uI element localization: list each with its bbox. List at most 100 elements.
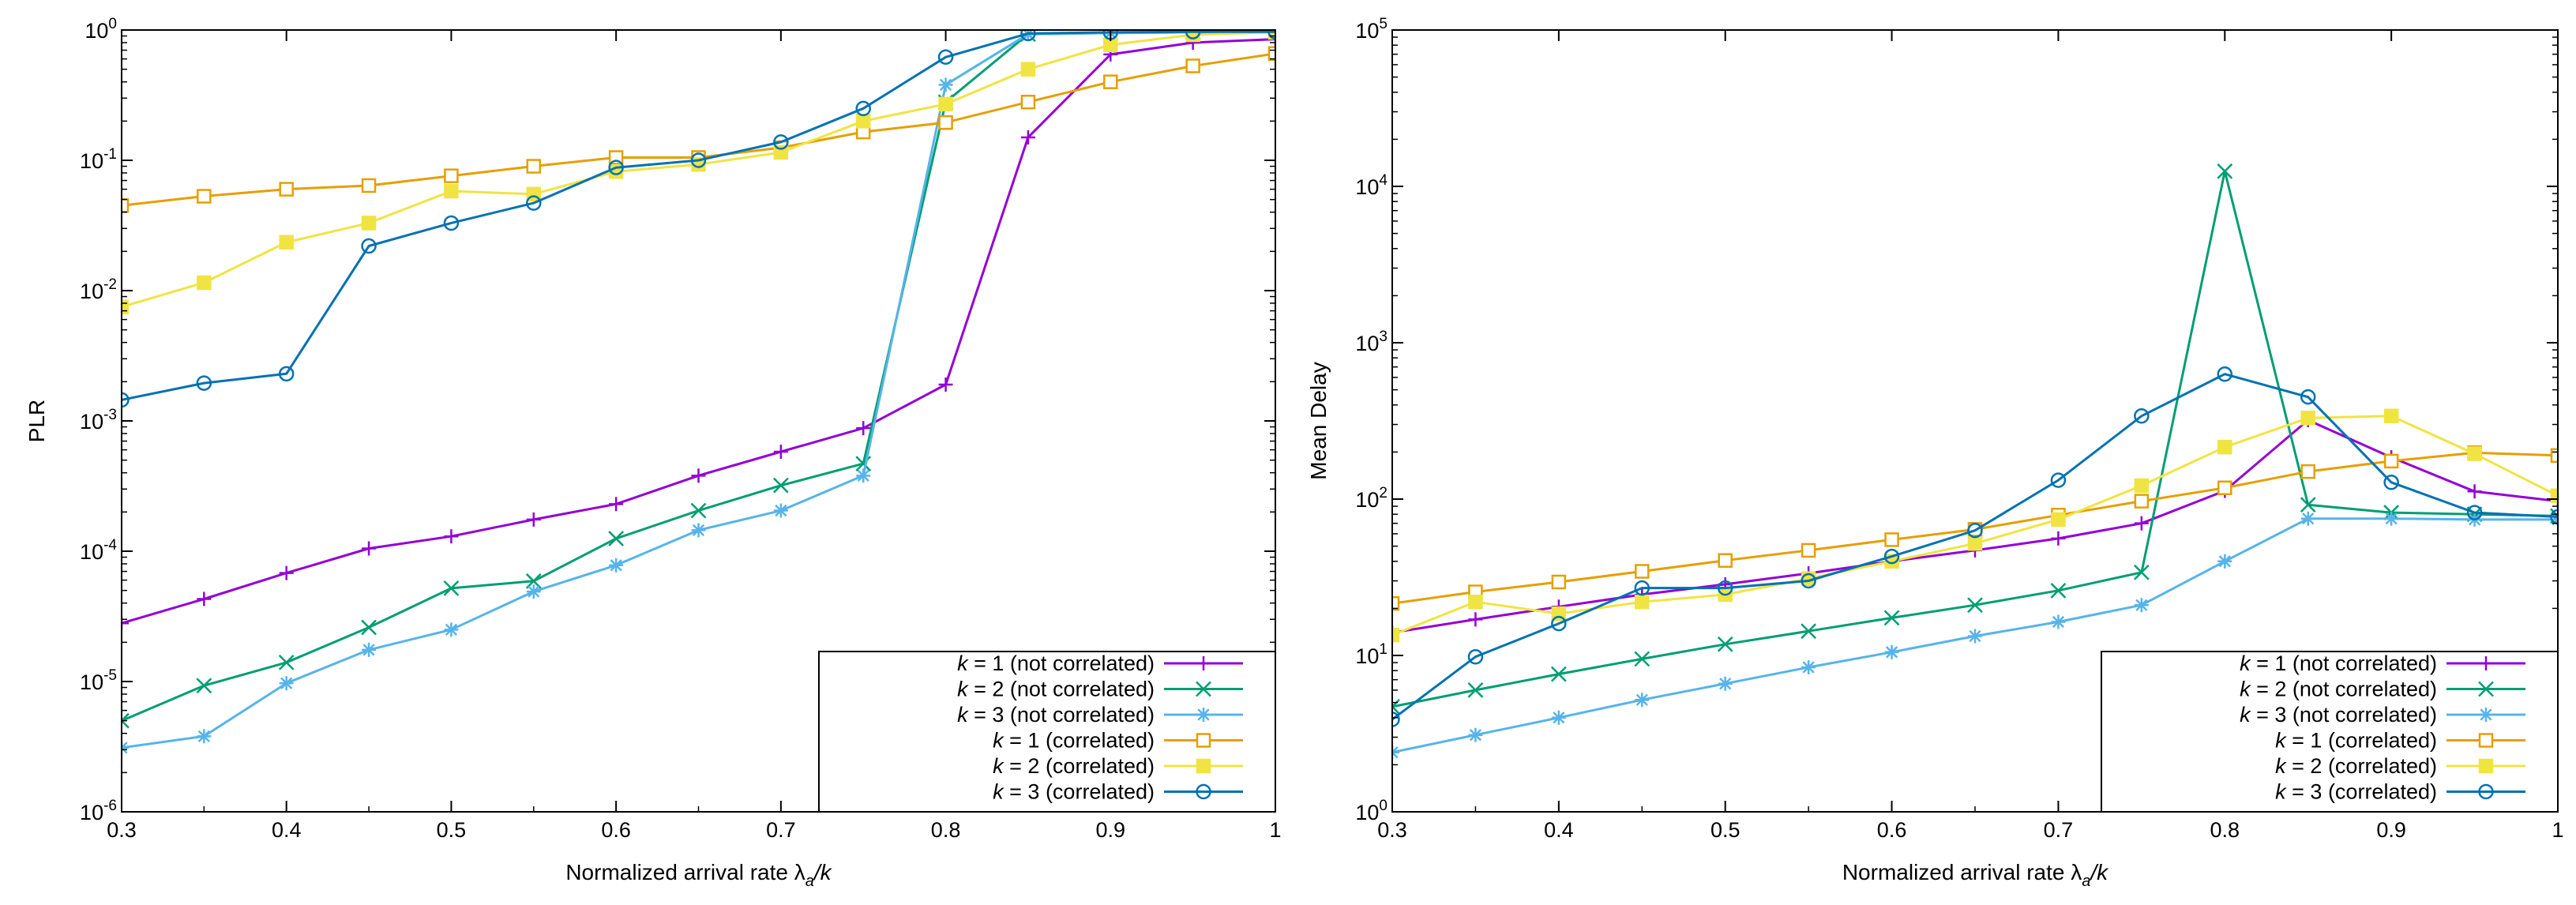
plr-data-point [1020,94,1036,110]
delay-legend-label: k = 3 (correlated) [2275,780,2437,804]
delay-data-point [1968,629,1982,644]
plr-data-point [122,299,130,314]
delay-data-point [1883,610,1900,626]
plr-data-point [279,182,294,197]
delay-legend-label: k = 3 (not correlated) [2240,703,2437,727]
plr-data-point [443,215,460,231]
plr-y-tick-label: 10-3 [80,407,117,434]
plr-x-tick-label: 0.7 [766,818,796,842]
delay-legend-box [2101,651,2559,813]
plr-data-point [773,145,789,160]
plr-series-line [122,31,1275,749]
plr-data-point [773,445,788,460]
delay-data-point [1392,745,1399,760]
delay-data-point [2134,598,2149,613]
delay-data-point [2550,488,2558,504]
plr-series-line [122,30,1275,401]
delay-data-point [1635,564,1650,579]
delay-x-axis-label: Normalized arrival rate λa/k [1842,860,2109,890]
delay-data-point [1801,543,1816,558]
plr-series-6 [122,30,1275,408]
delay-x-tick-label: 1 [2552,818,2563,842]
plr-data-point [122,712,130,729]
delay-data-point [1392,627,1400,643]
delay-data-point [2383,408,2399,424]
plr-legend-marker [1196,733,1211,748]
plr-data-point [279,565,294,580]
plr-legend-marker [1196,681,1211,697]
plr-data-point [279,676,294,691]
plr-y-tick-label: 10-1 [80,146,117,173]
delay-series-6 [1392,366,2558,727]
plr-data-point [122,392,130,408]
plr-data-point [855,456,872,471]
delay-data-point [1801,659,1816,674]
delay-data-point [1635,594,1650,610]
delay-legend-entry: k = 3 (correlated) [2275,780,2525,804]
plr-data-point [361,238,377,254]
plr-legend-label: k = 1 (correlated) [993,729,1155,753]
delay-legend-entry: k = 1 (not correlated) [2240,652,2525,675]
plr-data-point [197,275,212,291]
plr-x-tick-label: 0.6 [601,818,631,842]
delay-x-tick-label: 0.7 [2044,818,2074,842]
delay-series-5 [1392,408,2558,643]
plr-data-point [1267,46,1275,62]
delay-x-tick-label: 0.8 [2210,818,2240,842]
plr-x-tick-label: 0.3 [107,818,137,842]
delay-data-point [1967,535,1983,551]
plr-data-point [361,619,377,636]
delay-series-lines [1392,163,2558,760]
delay-data-point [2217,439,2232,455]
delay-data-point [2300,464,2315,479]
delay-x-tick-label: 0.4 [1544,818,1574,842]
delay-data-point [1392,712,1400,727]
plr-data-point [197,729,212,744]
plr-axes: 0.3 0.4 0.5 0.6 0.7 0.8 0.9 1 10-6 10-5 10-4 10-3 10… [80,16,1281,842]
delay-data-point [2051,531,2066,546]
delay-legend-entry: k = 1 (correlated) [2275,729,2525,753]
delay-legend-entry: k = 2 (correlated) [2275,754,2525,778]
delay-data-point [1468,612,1483,627]
delay-y-axis-label: Mean Delay [1306,362,1331,479]
delay-legend-marker [2479,708,2493,722]
plr-data-point [608,160,624,175]
plr-data-point [773,134,789,150]
delay-data-point [1884,532,1899,547]
plr-legend-marker [1196,758,1211,774]
plr-data-point [526,512,541,527]
plr-legend-label: k = 2 (correlated) [993,754,1155,778]
delay-legend-label: k = 2 (not correlated) [2240,678,2437,701]
plr-series-line [122,52,1275,207]
plr-data-point [278,366,295,382]
delay-legend-marker [2478,681,2494,697]
plr-legend-marker [1196,708,1211,722]
delay-data-point [1467,648,1484,665]
plr-y-tick-label: 100 [84,16,117,43]
plr-data-point [197,189,212,204]
delay-data-point [1468,594,1483,610]
delay-data-point [1801,623,1817,640]
delay-data-point [1634,651,1650,667]
plr-data-point [526,584,541,599]
plr-x-tick-label: 0.4 [272,818,302,842]
plr-legend-label: k = 3 (not correlated) [957,703,1155,727]
plr-data-point [361,178,377,193]
plr-y-tick-label: 10-4 [80,537,117,564]
plr-data-point [444,168,459,183]
plr-data-point [526,195,542,211]
delay-x-tick-label: 0.9 [2376,818,2406,842]
plr-legend-entry: k = 3 (not correlated) [957,703,1243,727]
plr-data-point [1185,58,1200,73]
plr-data-point [122,197,130,213]
plr-data-point [1020,62,1036,77]
plr-series-4 [122,46,1275,213]
plr-legend-marker [1196,783,1211,800]
delay-data-point [2134,494,2150,509]
plr-data-point [196,375,212,391]
delay-data-point [1551,710,1566,725]
plr-data-point [197,591,212,606]
plr-data-point [196,678,212,694]
delay-data-point [1801,573,1816,589]
